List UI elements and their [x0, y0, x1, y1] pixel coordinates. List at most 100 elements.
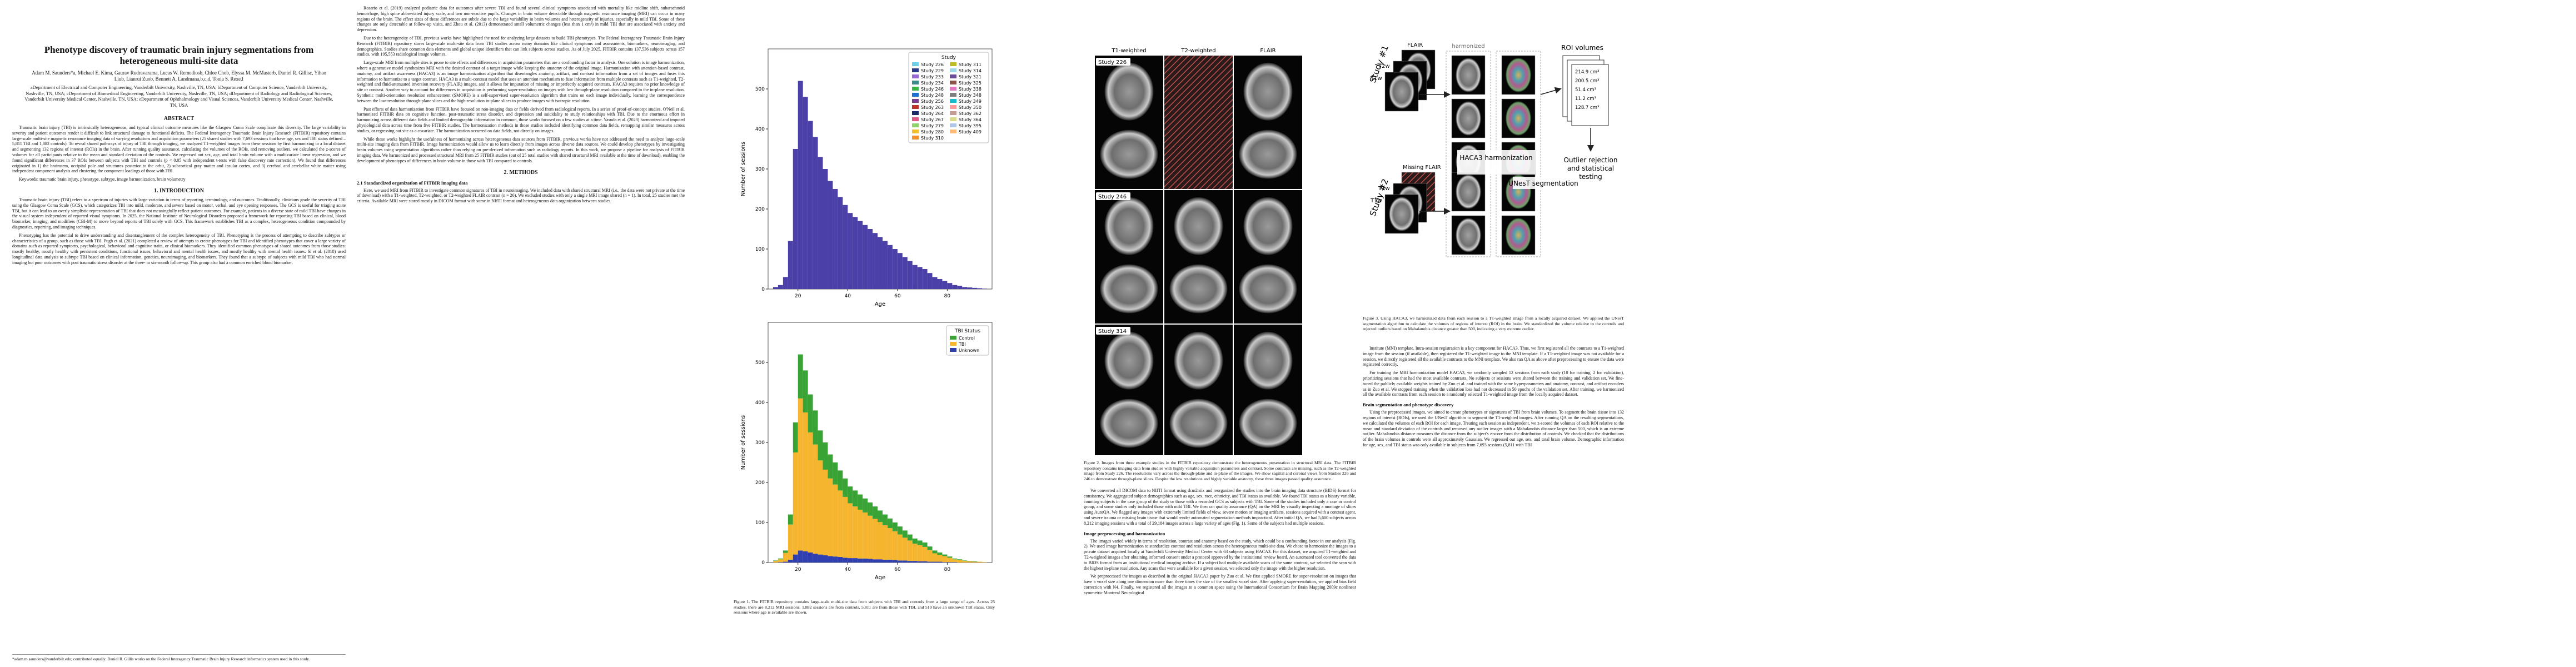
arrow	[1540, 87, 1562, 95]
text-p: The images varied widely in terms of res…	[1084, 538, 1356, 571]
histogram-bar	[887, 518, 893, 529]
contrast-label: T2w	[1378, 63, 1390, 69]
histogram-bar	[833, 484, 838, 557]
histogram-bar	[843, 558, 848, 563]
histogram-bar	[937, 279, 943, 289]
text-authors: Adam M. Saunders*a, Michael E. Kima, Gau…	[32, 70, 326, 82]
histogram-bar	[803, 370, 808, 412]
histogram-bar	[868, 229, 873, 289]
histogram-bar	[907, 534, 913, 541]
brain-sagittal	[1239, 264, 1297, 313]
legend-label: Study 234	[921, 81, 944, 86]
roi-sheet	[1571, 64, 1609, 126]
histogram-bar	[808, 394, 813, 432]
histogram-bar	[932, 277, 938, 289]
histogram-bar	[912, 265, 918, 289]
text-p: Past efforts of data harmonization from …	[357, 106, 685, 133]
column-label: FLAIR	[1260, 48, 1275, 54]
histogram-bar	[892, 560, 898, 563]
x-tick-label: 60	[894, 293, 901, 299]
brain-sagittal	[1169, 399, 1228, 448]
histogram-bar	[922, 269, 928, 289]
y-tick-label: 500	[755, 87, 765, 92]
step-label-bg	[1457, 150, 1535, 175]
histogram-bar	[977, 561, 983, 563]
legend-swatch	[950, 81, 956, 84]
histogram-bar	[833, 462, 838, 485]
histogram-bar	[853, 558, 858, 563]
column-label: T2-weighted	[1180, 48, 1215, 54]
brain-sagittal	[1100, 264, 1158, 313]
y-tick-label: 300	[755, 440, 765, 446]
text-p: Traumatic brain injury (TBI) refers to a…	[12, 197, 346, 230]
histogram-bar	[783, 550, 788, 553]
histogram-bar	[972, 561, 978, 562]
histogram-bar	[937, 552, 943, 555]
histogram-bar	[892, 522, 898, 531]
histogram-bar	[897, 253, 903, 289]
t1w-image-brain	[1389, 197, 1414, 231]
histogram-bar	[887, 528, 893, 560]
legend-label: Study 338	[959, 87, 981, 92]
histogram-bar	[957, 286, 963, 289]
contrast-label: T1w	[1370, 198, 1382, 204]
legend-label: Study 349	[959, 99, 981, 104]
histogram-bar	[803, 412, 808, 551]
histogram-bar	[838, 490, 843, 557]
x-tick-label: 80	[944, 567, 951, 573]
row-label-bg	[1096, 327, 1130, 335]
legend-label: Study 350	[959, 105, 981, 110]
histogram-bar	[783, 552, 788, 562]
contrast-label: FLAIR	[1407, 42, 1423, 48]
legend-swatch	[950, 336, 956, 340]
histogram-bar	[917, 561, 923, 563]
page1-right-column: Rosario et al. (2019) analyzed pediatric…	[357, 6, 685, 661]
histogram-bar	[952, 562, 958, 563]
histogram-bar	[828, 478, 833, 556]
legend-swatch	[912, 81, 919, 84]
text-p: For training the MRI harmonization model…	[1363, 370, 1624, 397]
histogram-bar	[813, 444, 818, 554]
histogram-bar	[952, 559, 958, 563]
histogram-bar	[863, 558, 868, 563]
histogram-bar	[952, 285, 958, 289]
legend-label: Unknown	[959, 348, 979, 353]
histogram-bar	[957, 560, 963, 563]
histogram-bar	[917, 540, 923, 546]
legend-swatch	[950, 342, 956, 346]
brain-axial	[1243, 197, 1293, 255]
histogram-bar	[942, 554, 948, 556]
histogram-bar	[957, 559, 963, 560]
histogram-bar	[858, 509, 863, 559]
histogram-bar	[778, 562, 783, 563]
histogram-bar	[967, 287, 973, 289]
legend-label: Study 229	[921, 68, 944, 73]
segmentation-brain	[1506, 218, 1531, 252]
histogram-bar	[818, 430, 823, 461]
histogram-bar	[947, 283, 953, 289]
brain-axial	[1104, 197, 1154, 255]
histogram-bar	[937, 555, 943, 562]
legend-swatch	[950, 93, 956, 97]
histogram-bar	[962, 561, 968, 563]
histogram-bar	[803, 97, 808, 289]
histogram-bar	[902, 257, 908, 289]
histogram-bar	[932, 550, 938, 554]
histogram-chart: 0 100 200 300 400 500 20 40 60 80 Age Number of ses…	[740, 48, 993, 307]
legend-swatch	[912, 117, 919, 121]
figure-3-caption: Figure 3. Using HACA3, we harmonized dat…	[1363, 316, 1624, 332]
text-p: Keywords: traumatic brain injury, phenot…	[19, 177, 186, 182]
legend-label: Study 279	[921, 123, 944, 128]
row-label: Study 314	[1098, 328, 1127, 335]
roi-value: 214.9 cm³	[1575, 69, 1599, 75]
legend-label: Study 246	[921, 87, 944, 92]
histogram-bar	[818, 157, 823, 289]
segmentation-brain	[1506, 101, 1531, 136]
legend-label: Study 248	[921, 93, 944, 98]
legend-swatch	[950, 348, 956, 352]
histogram-bar	[962, 287, 968, 289]
histogram-bar	[878, 237, 883, 289]
figure-2: T1-weighted T2-weighted FLAIR Study 226 Stud…	[1095, 48, 1302, 455]
histogram-bar	[793, 422, 798, 452]
